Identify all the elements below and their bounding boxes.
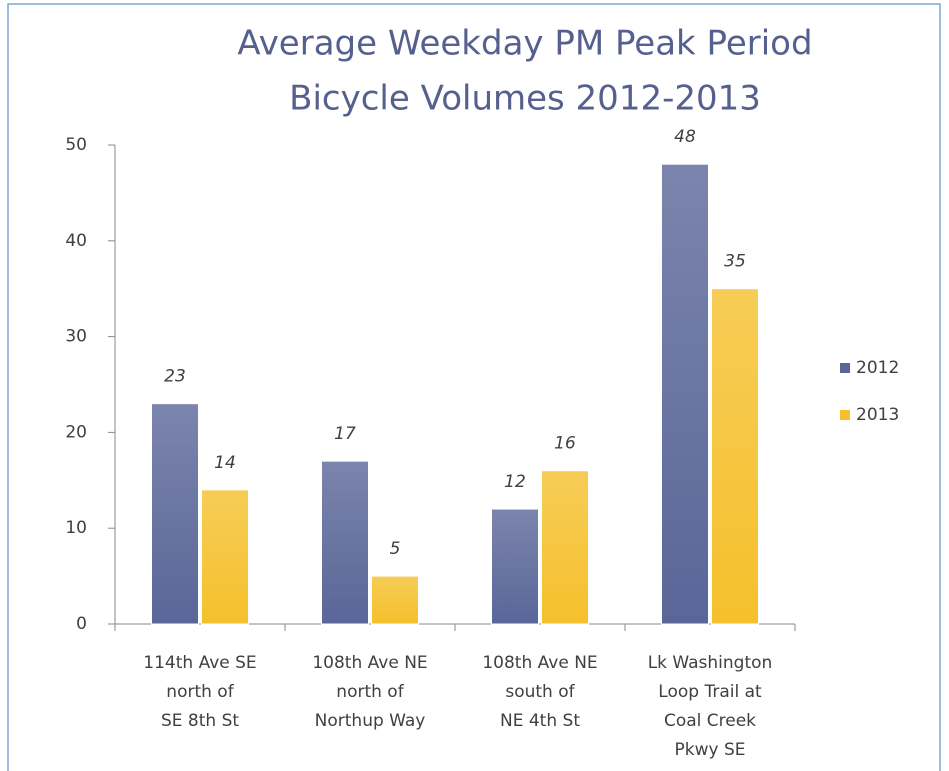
x-tick-label: SE 8th St — [161, 711, 239, 731]
value-label: 16 — [554, 434, 576, 454]
x-tick-label: NE 4th St — [500, 711, 580, 731]
legend-label: 2012 — [856, 358, 899, 378]
bar — [711, 288, 759, 625]
y-tick-label: 50 — [65, 135, 87, 155]
bar — [151, 403, 199, 625]
x-tick-label: north of — [336, 682, 404, 702]
chart-title: Average Weekday PM Peak Period — [237, 24, 812, 64]
x-tick-label: Coal Creek — [664, 711, 756, 731]
x-tick-label: north of — [166, 682, 234, 702]
bar — [201, 489, 249, 625]
value-label: 14 — [214, 453, 236, 473]
y-tick-label: 10 — [65, 518, 87, 538]
y-tick-label: 0 — [76, 614, 87, 634]
x-tick-label: south of — [505, 682, 575, 702]
bar — [661, 163, 709, 625]
legend-label: 2013 — [856, 405, 899, 425]
value-label: 17 — [334, 424, 356, 444]
value-label: 12 — [504, 472, 526, 492]
bar — [371, 575, 419, 625]
x-tick-label: Lk Washington — [648, 653, 773, 673]
x-tick-label: 108th Ave NE — [312, 653, 427, 673]
value-label: 35 — [724, 252, 746, 272]
x-tick-label: Loop Trail at — [658, 682, 762, 702]
legend-swatch — [840, 363, 850, 373]
y-tick-label: 30 — [65, 327, 87, 347]
x-tick-label: 114th Ave SE — [143, 653, 256, 673]
bar — [321, 460, 369, 625]
x-tick-label: Northup Way — [315, 711, 426, 731]
y-tick-label: 20 — [65, 422, 87, 442]
bar — [541, 470, 589, 625]
x-tick-label: 108th Ave NE — [482, 653, 597, 673]
y-tick-label: 40 — [65, 231, 87, 251]
x-tick-label: Pkwy SE — [675, 740, 746, 760]
frame — [7, 3, 941, 771]
value-label: 5 — [390, 539, 401, 559]
bar — [491, 508, 539, 625]
value-label: 23 — [164, 367, 186, 387]
legend-swatch — [840, 410, 850, 420]
chart-title: Bicycle Volumes 2012-2013 — [289, 79, 761, 119]
value-label: 48 — [674, 127, 696, 147]
